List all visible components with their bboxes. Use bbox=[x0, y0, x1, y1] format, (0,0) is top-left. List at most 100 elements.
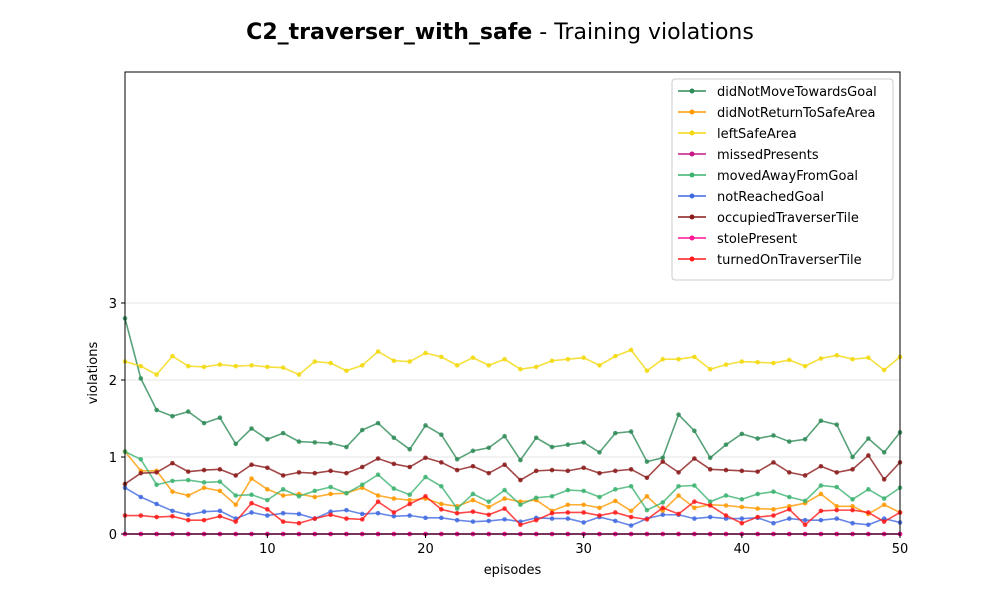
data-point bbox=[533, 495, 539, 501]
data-point bbox=[470, 463, 476, 469]
data-point bbox=[265, 487, 270, 492]
data-point bbox=[518, 522, 523, 528]
data-point bbox=[391, 461, 397, 467]
data-point bbox=[296, 520, 302, 526]
data-point bbox=[549, 510, 555, 516]
data-point bbox=[581, 520, 586, 525]
data-point bbox=[707, 503, 713, 508]
data-point bbox=[138, 457, 144, 462]
data-point bbox=[185, 363, 191, 369]
data-point bbox=[850, 507, 855, 513]
data-point bbox=[217, 513, 223, 519]
data-point bbox=[328, 512, 333, 518]
data-point bbox=[549, 516, 555, 521]
data-point bbox=[312, 359, 318, 364]
data-point bbox=[439, 354, 444, 360]
data-point bbox=[265, 497, 270, 503]
data-point bbox=[486, 470, 492, 476]
data-point bbox=[676, 493, 681, 498]
series-line bbox=[124, 349, 901, 376]
data-point bbox=[850, 520, 855, 526]
data-point bbox=[850, 503, 855, 509]
data-point bbox=[280, 430, 286, 436]
data-point bbox=[391, 358, 397, 364]
data-point bbox=[786, 470, 792, 475]
data-point bbox=[660, 500, 666, 505]
data-point bbox=[692, 428, 697, 434]
data-point bbox=[739, 468, 745, 474]
data-point bbox=[881, 367, 887, 373]
data-point bbox=[185, 512, 191, 518]
legend-box bbox=[671, 78, 894, 281]
data-point bbox=[470, 355, 476, 360]
legend-item: didNotMoveTowardsGoal bbox=[678, 85, 877, 100]
data-point bbox=[407, 497, 412, 503]
data-point bbox=[454, 457, 460, 462]
data-point bbox=[802, 522, 808, 528]
data-point bbox=[154, 482, 159, 488]
data-point bbox=[692, 456, 697, 461]
data-point bbox=[676, 470, 681, 475]
data-point bbox=[628, 429, 634, 434]
data-point bbox=[391, 510, 397, 515]
data-point bbox=[249, 510, 254, 515]
data-point bbox=[581, 355, 586, 360]
data-point bbox=[454, 517, 460, 523]
data-point bbox=[739, 520, 745, 526]
data-point bbox=[154, 470, 159, 475]
data-point bbox=[660, 459, 666, 464]
data-point bbox=[692, 354, 697, 360]
data-point bbox=[866, 487, 871, 492]
data-point bbox=[866, 510, 871, 515]
data-point bbox=[755, 506, 760, 511]
data-point bbox=[644, 517, 650, 522]
data-point bbox=[834, 470, 840, 475]
legend-swatch-marker bbox=[689, 172, 695, 178]
data-point bbox=[597, 470, 602, 476]
data-point bbox=[881, 502, 887, 508]
data-point bbox=[644, 493, 650, 499]
data-point bbox=[771, 460, 776, 465]
series-line bbox=[124, 451, 901, 515]
data-point bbox=[613, 487, 618, 492]
data-point bbox=[359, 464, 365, 470]
data-point bbox=[439, 515, 444, 521]
data-point bbox=[565, 516, 571, 521]
data-point bbox=[818, 491, 824, 497]
data-point bbox=[802, 498, 808, 504]
legend-item: didNotReturnToSafeArea bbox=[678, 106, 875, 121]
data-point bbox=[581, 465, 586, 471]
data-point bbox=[407, 513, 412, 518]
data-point bbox=[454, 510, 460, 516]
data-point bbox=[280, 365, 286, 370]
data-point bbox=[581, 510, 586, 515]
data-point bbox=[881, 450, 887, 455]
data-point bbox=[660, 512, 666, 518]
data-point bbox=[138, 494, 144, 500]
legend-swatch-marker bbox=[689, 151, 695, 157]
legend-swatch-marker bbox=[689, 235, 695, 241]
data-point bbox=[692, 499, 697, 504]
data-point bbox=[786, 507, 792, 512]
legend-label: turnedOnTraverserTile bbox=[717, 253, 862, 268]
data-point bbox=[344, 470, 349, 476]
data-point bbox=[628, 523, 634, 528]
data-point bbox=[359, 482, 365, 488]
legend-label: leftSafeArea bbox=[717, 127, 797, 142]
data-point bbox=[423, 455, 428, 461]
data-point bbox=[454, 467, 460, 473]
data-point bbox=[138, 513, 144, 518]
data-point bbox=[201, 485, 207, 491]
data-point bbox=[676, 356, 681, 362]
data-point bbox=[518, 366, 523, 372]
data-point bbox=[265, 364, 270, 370]
data-point bbox=[723, 467, 729, 473]
data-point bbox=[502, 517, 507, 522]
axis-ticks: 0 1 2 3 10 20 30 40 50 bbox=[109, 297, 909, 557]
data-point bbox=[170, 353, 175, 359]
data-point bbox=[249, 476, 254, 481]
data-point bbox=[628, 347, 634, 353]
data-point bbox=[217, 508, 223, 514]
data-point bbox=[549, 493, 555, 499]
data-point bbox=[834, 484, 840, 490]
